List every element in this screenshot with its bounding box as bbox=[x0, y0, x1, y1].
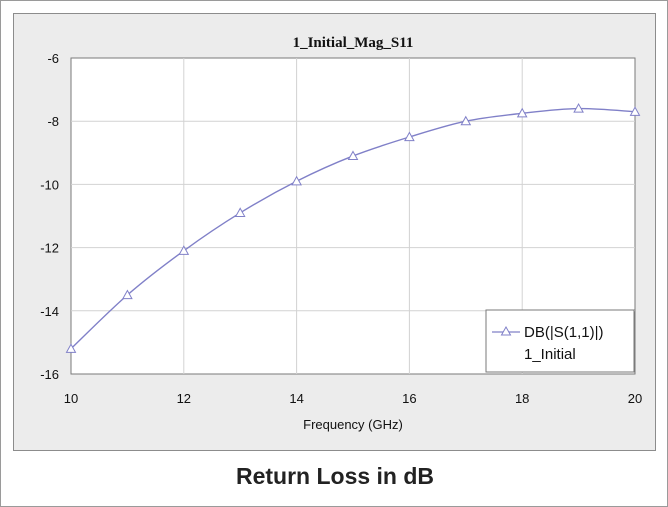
data-point-triangle-marker bbox=[629, 106, 641, 116]
legend-box bbox=[485, 309, 635, 373]
series-line bbox=[70, 107, 636, 350]
x-tick-label: 10 bbox=[64, 391, 78, 406]
legend-entry-series: DB(|S(1,1)|) bbox=[524, 324, 603, 341]
data-point-triangle-marker bbox=[347, 150, 359, 161]
y-tick-label: -12 bbox=[40, 241, 59, 256]
data-point-triangle-marker bbox=[234, 207, 246, 217]
x-tick-label: 18 bbox=[515, 391, 529, 406]
x-tick-label: 12 bbox=[177, 391, 191, 406]
x-tick-label: 20 bbox=[628, 391, 642, 406]
legend-entry-dataset: 1_Initial bbox=[524, 346, 576, 363]
y-tick-label: -6 bbox=[47, 51, 59, 66]
grid bbox=[71, 58, 635, 374]
figure-caption: Return Loss in dB bbox=[235, 463, 435, 489]
y-tick-label: -10 bbox=[40, 177, 59, 192]
chart-title: 1_Initial_Mag_S11 bbox=[293, 35, 414, 51]
x-axis-label: Frequency (GHz) bbox=[303, 417, 403, 432]
y-tick-label: -14 bbox=[40, 304, 59, 319]
data-point-triangle-marker bbox=[122, 289, 133, 300]
data-point-triangle-marker bbox=[178, 245, 190, 255]
chart-panel: 10 12 14 16 18 20 -6 -8 -10 -12 -14 -16 1_Initial_M… bbox=[13, 13, 656, 451]
data-point-triangle-marker bbox=[291, 175, 302, 186]
tick-labels: 10 12 14 16 18 20 -6 -8 -10 -12 -14 -16 bbox=[40, 51, 642, 406]
series-layer bbox=[65, 103, 641, 353]
data-point-triangle-marker bbox=[65, 343, 77, 353]
legend: DB(|S(1,1)|) 1_Initial bbox=[485, 309, 635, 373]
data-point-triangle-marker bbox=[573, 103, 584, 113]
y-tick-label: -16 bbox=[40, 367, 59, 382]
x-tick-label: 14 bbox=[289, 391, 303, 406]
legend-marker-triangle-icon bbox=[500, 325, 512, 336]
x-tick-label: 16 bbox=[402, 391, 416, 406]
data-point-triangle-marker bbox=[516, 107, 528, 118]
data-point-triangle-marker bbox=[404, 131, 415, 142]
y-tick-label: -8 bbox=[47, 114, 59, 129]
data-point-triangle-marker bbox=[460, 115, 472, 126]
chart: 10 12 14 16 18 20 -6 -8 -10 -12 -14 -16 1_Initial_M… bbox=[40, 35, 642, 432]
